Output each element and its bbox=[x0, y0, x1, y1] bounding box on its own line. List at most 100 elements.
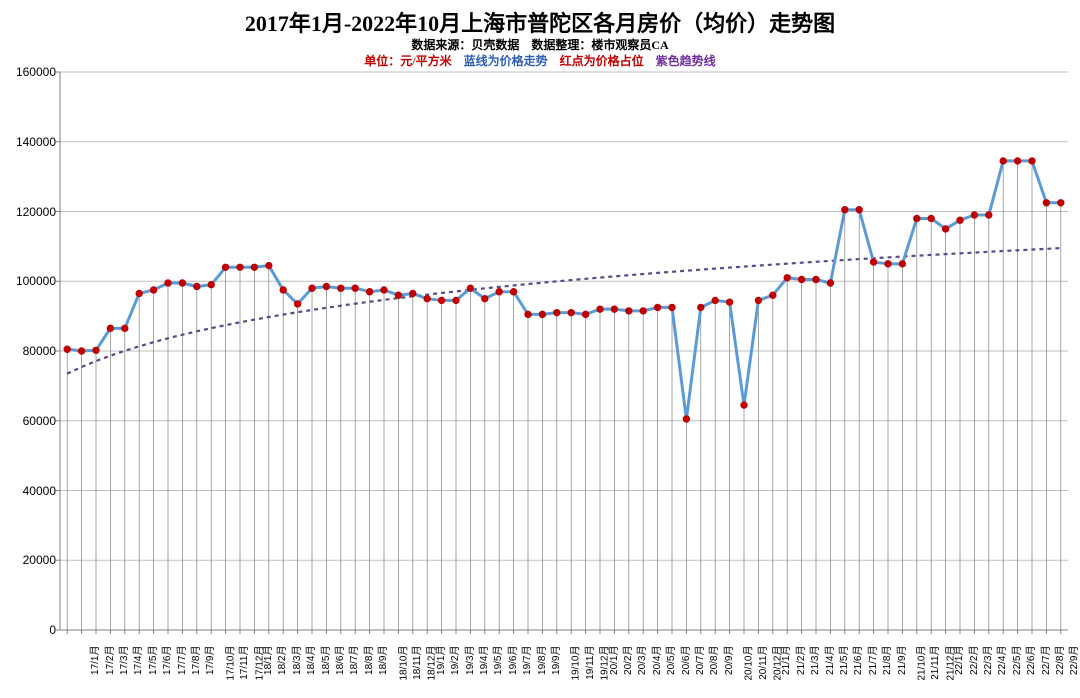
price-marker bbox=[93, 347, 99, 353]
price-marker bbox=[222, 264, 228, 270]
x-axis-tick-label: 18/4月 bbox=[302, 646, 317, 675]
price-marker bbox=[280, 287, 286, 293]
x-axis-tick-label: 20/9月 bbox=[720, 646, 735, 675]
price-marker bbox=[856, 207, 862, 213]
price-marker bbox=[482, 295, 488, 301]
x-axis-tick-label: 21/11月 bbox=[926, 646, 941, 680]
price-marker bbox=[827, 280, 833, 286]
price-marker bbox=[798, 276, 804, 282]
price-marker bbox=[1058, 200, 1064, 206]
x-axis-tick-label: 22/5月 bbox=[1008, 646, 1023, 675]
price-marker bbox=[568, 309, 574, 315]
price-marker bbox=[957, 217, 963, 223]
price-marker bbox=[338, 285, 344, 291]
price-marker bbox=[366, 289, 372, 295]
y-axis-tick-label: 120000 bbox=[16, 205, 56, 219]
price-marker bbox=[424, 295, 430, 301]
x-axis-tick-label: 18/7月 bbox=[345, 646, 360, 675]
price-marker bbox=[251, 264, 257, 270]
price-marker bbox=[107, 325, 113, 331]
price-marker bbox=[942, 226, 948, 232]
price-marker bbox=[208, 282, 214, 288]
x-axis-tick-label: 19/2月 bbox=[446, 646, 461, 675]
x-axis-tick-label: 18/5月 bbox=[317, 646, 332, 675]
x-axis-tick-label: 19/1月 bbox=[432, 646, 447, 675]
y-axis-tick-label: 140000 bbox=[16, 135, 56, 149]
price-marker bbox=[971, 212, 977, 218]
x-axis-tick-label: 21/5月 bbox=[835, 646, 850, 675]
price-marker bbox=[352, 285, 358, 291]
price-marker bbox=[741, 402, 747, 408]
x-axis-tick-label: 20/6月 bbox=[677, 646, 692, 675]
x-axis-tick-label: 21/8月 bbox=[878, 646, 893, 675]
x-axis-tick-label: 22/1月 bbox=[950, 646, 965, 675]
price-marker bbox=[1043, 200, 1049, 206]
price-marker bbox=[914, 215, 920, 221]
x-axis-tick-label: 21/3月 bbox=[806, 646, 821, 675]
x-axis-tick-label: 22/2月 bbox=[965, 646, 980, 675]
x-axis-tick-label: 21/7月 bbox=[864, 646, 879, 675]
x-axis-tick-label: 20/3月 bbox=[633, 646, 648, 675]
price-marker bbox=[194, 283, 200, 289]
price-trend-chart bbox=[0, 0, 1080, 698]
x-axis-tick-label: 18/11月 bbox=[408, 646, 423, 680]
x-axis-tick-label: 21/1月 bbox=[777, 646, 792, 675]
price-marker bbox=[381, 287, 387, 293]
x-axis-tick-label: 17/11月 bbox=[235, 646, 250, 680]
price-marker bbox=[683, 416, 689, 422]
price-marker bbox=[1014, 158, 1020, 164]
x-axis-tick-label: 17/4月 bbox=[129, 646, 144, 675]
price-marker bbox=[64, 346, 70, 352]
price-marker bbox=[496, 289, 502, 295]
x-axis-tick-label: 21/2月 bbox=[792, 646, 807, 675]
x-axis-tick-label: 20/11月 bbox=[753, 646, 768, 680]
x-axis-tick-label: 17/7月 bbox=[173, 646, 188, 675]
x-axis-tick-label: 22/3月 bbox=[979, 646, 994, 675]
price-marker bbox=[554, 309, 560, 315]
price-marker bbox=[1000, 158, 1006, 164]
x-axis-tick-label: 20/2月 bbox=[619, 646, 634, 675]
price-marker bbox=[150, 287, 156, 293]
x-axis-tick-label: 19/7月 bbox=[518, 646, 533, 675]
x-axis-tick-label: 17/2月 bbox=[101, 646, 116, 675]
x-axis-tick-label: 19/8月 bbox=[533, 646, 548, 675]
x-axis-tick-label: 17/9月 bbox=[201, 646, 216, 675]
x-axis-tick-label: 20/4月 bbox=[648, 646, 663, 675]
x-axis-tick-label: 18/9月 bbox=[374, 646, 389, 675]
x-axis-tick-label: 21/6月 bbox=[849, 646, 864, 675]
price-marker bbox=[885, 261, 891, 267]
price-marker bbox=[410, 290, 416, 296]
y-axis-tick-label: 0 bbox=[49, 623, 56, 637]
y-axis-tick-label: 80000 bbox=[23, 344, 56, 358]
price-marker bbox=[640, 308, 646, 314]
price-marker bbox=[309, 285, 315, 291]
x-axis-tick-label: 17/6月 bbox=[158, 646, 173, 675]
x-axis-tick-label: 22/6月 bbox=[1022, 646, 1037, 675]
price-marker bbox=[165, 280, 171, 286]
price-marker bbox=[712, 297, 718, 303]
price-marker bbox=[539, 311, 545, 317]
price-marker bbox=[899, 261, 905, 267]
price-marker bbox=[986, 212, 992, 218]
x-axis-tick-label: 21/9月 bbox=[893, 646, 908, 675]
price-marker bbox=[870, 259, 876, 265]
x-axis-tick-label: 18/6月 bbox=[331, 646, 346, 675]
x-axis-tick-label: 19/6月 bbox=[504, 646, 519, 675]
price-marker bbox=[395, 292, 401, 298]
x-axis-tick-label: 20/1月 bbox=[605, 646, 620, 675]
price-marker bbox=[78, 348, 84, 354]
x-axis-tick-label: 19/4月 bbox=[475, 646, 490, 675]
price-marker bbox=[266, 262, 272, 268]
x-axis-tick-label: 20/5月 bbox=[662, 646, 677, 675]
price-marker bbox=[611, 306, 617, 312]
price-marker bbox=[323, 283, 329, 289]
price-marker bbox=[467, 285, 473, 291]
y-axis-tick-label: 20000 bbox=[23, 553, 56, 567]
x-axis-tick-label: 22/9月 bbox=[1065, 646, 1080, 675]
x-axis-tick-label: 17/3月 bbox=[115, 646, 130, 675]
price-marker bbox=[582, 311, 588, 317]
price-line bbox=[67, 161, 1061, 419]
x-axis-tick-label: 20/7月 bbox=[691, 646, 706, 675]
x-axis-tick-label: 19/10月 bbox=[567, 646, 582, 681]
price-marker bbox=[770, 292, 776, 298]
